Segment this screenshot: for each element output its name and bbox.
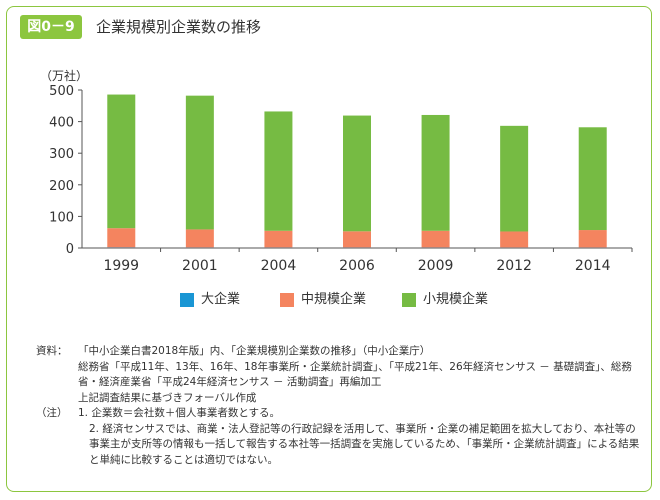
bar-segment-small-2014: [578, 127, 607, 231]
legend-swatch-medium: [280, 293, 294, 307]
stacked-bar-chart: （万社） 0 100 200 300 400 500 1999 2001 2004 2006 2009…: [40, 68, 633, 274]
x-tick-label: 2006: [339, 258, 375, 274]
legend-label-small: 小規模企業: [423, 292, 489, 307]
y-tick-label: 0: [66, 242, 74, 257]
legend-label-medium: 中規模企業: [301, 292, 367, 307]
x-tick-label: 2014: [575, 258, 611, 274]
bar-segment-small-2006: [343, 115, 371, 232]
figure-number-badge: 図0－9: [20, 15, 82, 39]
x-tick-label: 2009: [418, 258, 454, 274]
bar-segment-medium-2004: [264, 230, 293, 248]
bar-segment-small-2009: [421, 114, 450, 231]
source-line-1: 「中小企業白書2018年版」内、「企業規模別企業数の推移」（中小企業庁）: [78, 345, 431, 357]
notes-block: （注） 1. 企業数＝会社数＋個人事業者数とする。 2. 経済センサスでは、商業…: [36, 406, 641, 468]
y-tick-label: 100: [49, 210, 74, 225]
legend-swatch-small: [402, 293, 416, 307]
x-tick-label: 2004: [261, 258, 297, 274]
y-axis-unit-label: （万社）: [40, 68, 88, 83]
bar-segment-medium-2012: [500, 231, 529, 248]
bar-segment-small-2001: [185, 95, 214, 230]
figure-title: 企業規模別企業数の推移: [96, 18, 262, 36]
bar-segment-medium-2014: [578, 230, 607, 248]
x-tick-label: 1999: [103, 258, 139, 274]
y-tick-label: 200: [49, 179, 74, 194]
y-tick-label: 500: [49, 84, 74, 99]
source-line-2: 総務省「平成11年、13年、16年、18年事業所・企業統計調査」、「平成21年、…: [78, 360, 632, 389]
source-block: 資料： 「中小企業白書2018年版」内、「企業規模別企業数の推移」（中小企業庁）…: [36, 344, 641, 406]
figure-frame: [6, 6, 652, 492]
bar-segment-small-1999: [107, 94, 136, 229]
source-key: 資料：: [36, 345, 68, 357]
y-tick-label: 300: [49, 147, 74, 162]
chart-notes: 資料： 「中小企業白書2018年版」内、「企業規模別企業数の推移」（中小企業庁）…: [36, 344, 641, 468]
note-2: 2. 経済センサスでは、商業・法人登記等の行政記録を活用して、事業所・企業の補足…: [89, 422, 640, 466]
bar-segment-medium-1999: [107, 228, 136, 248]
x-tick-label: 2001: [182, 258, 218, 274]
legend-label-large: 大企業: [201, 292, 241, 307]
note-1: 1. 企業数＝会社数＋個人事業者数とする。: [78, 407, 281, 419]
source-line-3: 上記調査結果に基づきフォーバル作成: [78, 391, 257, 404]
bar-segment-medium-2001: [185, 229, 214, 248]
legend-swatch-large: [180, 293, 194, 307]
x-tick-label: 2012: [496, 258, 532, 274]
bar-segment-small-2012: [500, 125, 529, 232]
bar-segment-medium-2006: [343, 231, 371, 248]
notes-key: （注）: [36, 407, 68, 419]
bar-segment-medium-2009: [421, 230, 450, 248]
bar-segment-small-2004: [264, 111, 293, 231]
y-tick-label: 400: [49, 116, 74, 131]
